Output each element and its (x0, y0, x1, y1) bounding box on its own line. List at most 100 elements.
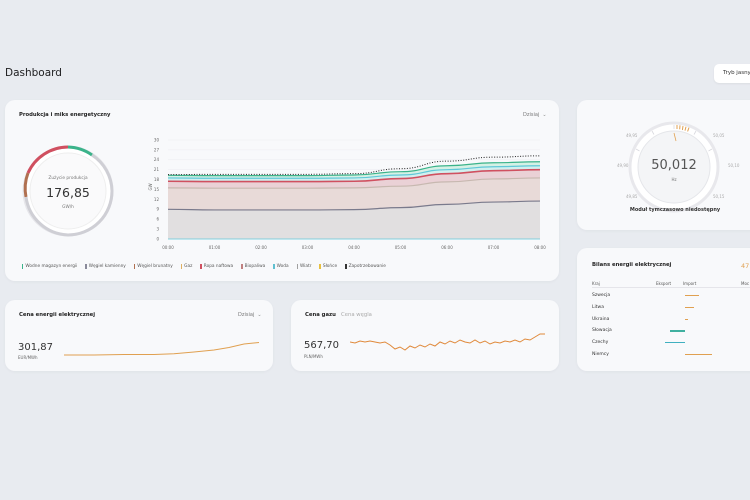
legend-label: Woda (276, 264, 289, 269)
page-title: Dashboard (5, 67, 62, 79)
frequency-gauge (628, 121, 720, 213)
legend-swatch (241, 264, 243, 269)
series-line (167, 161, 541, 177)
x-tick-label: 04:00 (348, 245, 360, 250)
balance-row-bar (685, 354, 712, 356)
legend-label: Ropa naftowa (203, 264, 234, 269)
x-tick-label: 08:00 (534, 245, 546, 250)
series-line (167, 177, 541, 189)
balance-card-title: Bilans energii elektrycznej (592, 262, 672, 268)
gas-price-unit: PLN/MWh (304, 354, 323, 359)
legend-label: Gaz (184, 264, 193, 269)
gauge-caption: Moduł tymczasowo niedostępny (629, 207, 721, 213)
gauge-label-right-2: 50,10 (728, 163, 740, 168)
y-tick-label: 3 (156, 227, 159, 232)
electricity-price-sparkline (64, 342, 260, 356)
production-period-label: Dzisiaj (523, 112, 540, 118)
gauge-label-left-2: 49,90 (617, 163, 629, 168)
legend-item[interactable]: Ropa naftowa (200, 264, 233, 269)
balance-card (577, 248, 750, 371)
legend-item[interactable]: Węgiel brunatny (133, 264, 173, 269)
balance-row-country: Szwecja (592, 293, 611, 298)
production-donut (22, 145, 114, 237)
balance-row-country: Czechy (592, 340, 609, 346)
legend-label: Wiatr (300, 264, 312, 269)
y-tick-label: 6 (156, 217, 159, 222)
chevron-down-icon: ⌄ (542, 112, 547, 118)
production-card-title: Produkcja i miks energetyczny (19, 112, 111, 118)
legend-label: Wodne magazyn energii (25, 264, 78, 269)
balance-row-bar (665, 342, 685, 344)
electricity-price-value: 301,87 (18, 342, 53, 353)
legend-item[interactable]: Wiatr (296, 264, 312, 269)
x-tick-label: 01:00 (209, 245, 221, 250)
y-tick-label: 30 (154, 137, 160, 142)
y-axis-label: GW (148, 183, 153, 190)
gauge-label-right-3: 50,15 (713, 194, 725, 199)
legend-item[interactable]: Węgiel kamienny (85, 264, 126, 269)
electricity-period-dropdown[interactable]: Dzisiaj ⌄ (238, 312, 262, 318)
y-tick-label: 18 (154, 177, 160, 182)
legend-label: Węgiel brunatny (137, 264, 173, 269)
balance-col-export: Eksport (656, 281, 672, 286)
y-tick-label: 24 (154, 157, 160, 162)
series-line (167, 168, 541, 183)
balance-row-bar (685, 295, 699, 297)
x-tick-label: 00:00 (162, 245, 174, 250)
legend-swatch (296, 264, 299, 269)
balance-row-bar (685, 306, 694, 308)
series-line (167, 200, 541, 211)
x-tick-label: 05:00 (395, 245, 407, 250)
y-tick-label: 0 (156, 236, 159, 241)
legend-item[interactable]: Zapotrzebowanie (345, 264, 386, 269)
balance-row-bar (669, 330, 685, 332)
gas-price-value: 567,70 (304, 340, 339, 351)
legend-swatch (22, 264, 24, 269)
legend-item[interactable]: Słońce (319, 264, 337, 269)
production-period-dropdown[interactable]: Dzisiaj ⌄ (523, 112, 547, 118)
legend-swatch (273, 264, 275, 269)
legend-item[interactable]: Woda (273, 264, 289, 269)
y-tick-label: 12 (154, 197, 160, 202)
electricity-period-label: Dzisiaj (238, 312, 255, 318)
gauge-label-left-1: 49,95 (626, 133, 638, 138)
gas-price-tab-inactive[interactable]: Cena węgla (341, 312, 372, 318)
chevron-down-icon: ⌄ (257, 312, 262, 318)
balance-row-country: Litwa (592, 304, 604, 310)
theme-toggle-button[interactable]: Tryb jasny (714, 64, 750, 83)
legend-label: Zapotrzebowanie (348, 264, 386, 269)
legend-swatch (319, 264, 321, 269)
balance-col-country: Kraj (592, 281, 600, 286)
legend-item[interactable]: Gaz (180, 264, 193, 269)
electricity-price-card (5, 300, 273, 371)
donut-unit: GW/h (62, 205, 74, 210)
legend-item[interactable]: Wodne magazyn energii (22, 264, 77, 269)
electricity-price-unit: EUR/MWh (18, 355, 38, 360)
balance-col-more: Moc (741, 281, 750, 286)
gauge-value: 50,012 (651, 158, 697, 173)
gas-price-card (291, 300, 559, 371)
gas-price-tab-active[interactable]: Cena gazu (305, 312, 336, 318)
legend-swatch (85, 264, 87, 269)
gauge-unit: Hz (671, 177, 677, 182)
x-tick-label: 07:00 (488, 245, 500, 250)
production-legend: Wodne magazyn energii Węgiel kamienny Węgi… (22, 264, 386, 269)
y-tick-label: 27 (154, 147, 160, 152)
donut-label: Zużycie produkcja (48, 176, 88, 181)
series-line (167, 165, 541, 179)
x-tick-label: 06:00 (441, 245, 453, 250)
balance-row-country: Niemcy (592, 352, 609, 357)
y-tick-label: 21 (154, 167, 160, 172)
balance-row-bar (685, 318, 688, 320)
balance-col-import: Import (683, 281, 697, 286)
legend-swatch (200, 264, 202, 269)
gas-price-sparkline (350, 333, 545, 351)
legend-swatch (345, 264, 347, 269)
legend-label: Węgiel kamienny (88, 264, 126, 269)
legend-item[interactable]: Biopaliwa (241, 264, 265, 269)
gauge-label-right-1: 50,05 (713, 133, 725, 138)
legend-swatch (133, 264, 136, 269)
balance-value: 47 (741, 262, 750, 270)
y-tick-label: 9 (156, 207, 159, 212)
